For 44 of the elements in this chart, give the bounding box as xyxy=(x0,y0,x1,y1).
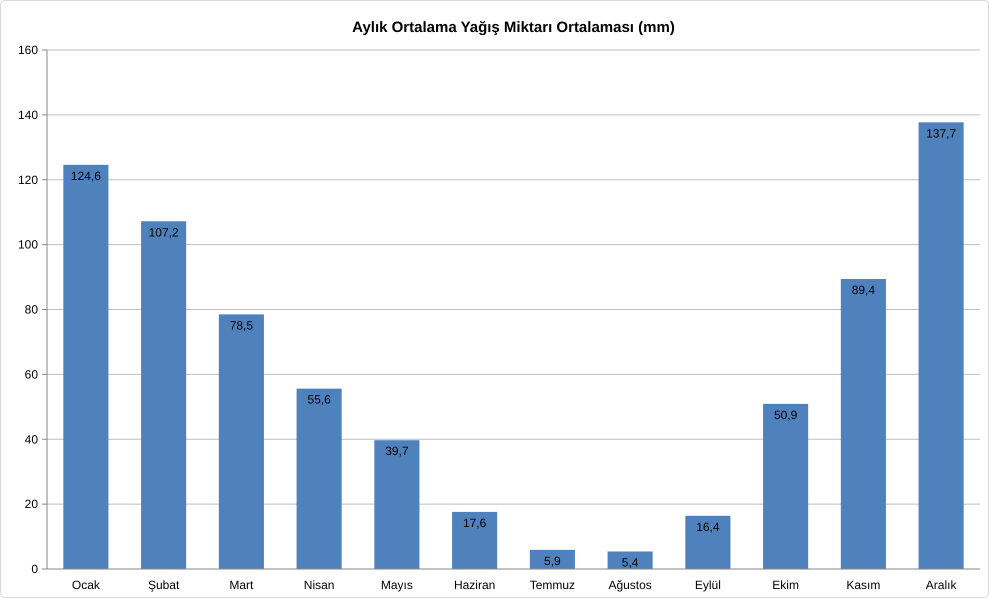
x-tick-label: Mayıs xyxy=(380,578,413,592)
data-label: 5,4 xyxy=(622,555,639,570)
bar xyxy=(141,221,186,569)
x-tick-label: Nisan xyxy=(304,578,334,592)
chart-title: Aylık Ortalama Yağış Miktarı Ortalaması (mm) xyxy=(352,19,675,36)
bar xyxy=(452,512,498,569)
y-tick-label: 160 xyxy=(18,43,38,57)
x-tick-label: Şubat xyxy=(148,578,180,592)
x-tick-label: Temmuz xyxy=(530,578,576,592)
data-label: 16,4 xyxy=(696,520,720,534)
bar xyxy=(63,164,108,569)
y-tick-label: 100 xyxy=(18,238,38,252)
bar xyxy=(763,404,808,569)
data-label: 137,7 xyxy=(926,126,956,140)
bar xyxy=(840,279,886,569)
x-tick-label: Eylül xyxy=(694,578,721,592)
x-tick-label: Ekim xyxy=(772,578,799,592)
data-label: 107,2 xyxy=(148,225,179,240)
bar xyxy=(685,516,730,569)
x-tick-label: Mart xyxy=(229,578,254,592)
x-tick-label: Ağustos xyxy=(608,578,652,592)
data-label: 17,6 xyxy=(462,516,487,530)
x-tick-label: Aralık xyxy=(926,578,958,592)
data-label: 50,9 xyxy=(774,408,798,422)
y-tick-label: 40 xyxy=(24,432,38,446)
y-tick-label: 60 xyxy=(24,367,38,382)
y-tick-label: 0 xyxy=(31,562,38,576)
x-tick-label: Ocak xyxy=(72,578,101,592)
y-tick-label: 20 xyxy=(24,497,38,512)
y-tick-label: 80 xyxy=(24,302,38,316)
data-label: 55,6 xyxy=(307,392,332,407)
bar xyxy=(918,122,964,569)
data-label: 78,5 xyxy=(230,318,254,332)
data-label: 89,4 xyxy=(852,283,876,298)
x-tick-label: Kasım xyxy=(846,578,880,592)
data-label: 39,7 xyxy=(385,444,409,458)
y-tick-label: 120 xyxy=(18,172,38,187)
bar xyxy=(374,440,420,569)
data-label: 124,6 xyxy=(70,168,102,183)
data-label: 5,9 xyxy=(544,554,562,568)
bar xyxy=(218,314,264,569)
bar xyxy=(296,388,342,569)
x-tick-label: Haziran xyxy=(454,578,496,592)
y-tick-label: 140 xyxy=(18,108,38,122)
